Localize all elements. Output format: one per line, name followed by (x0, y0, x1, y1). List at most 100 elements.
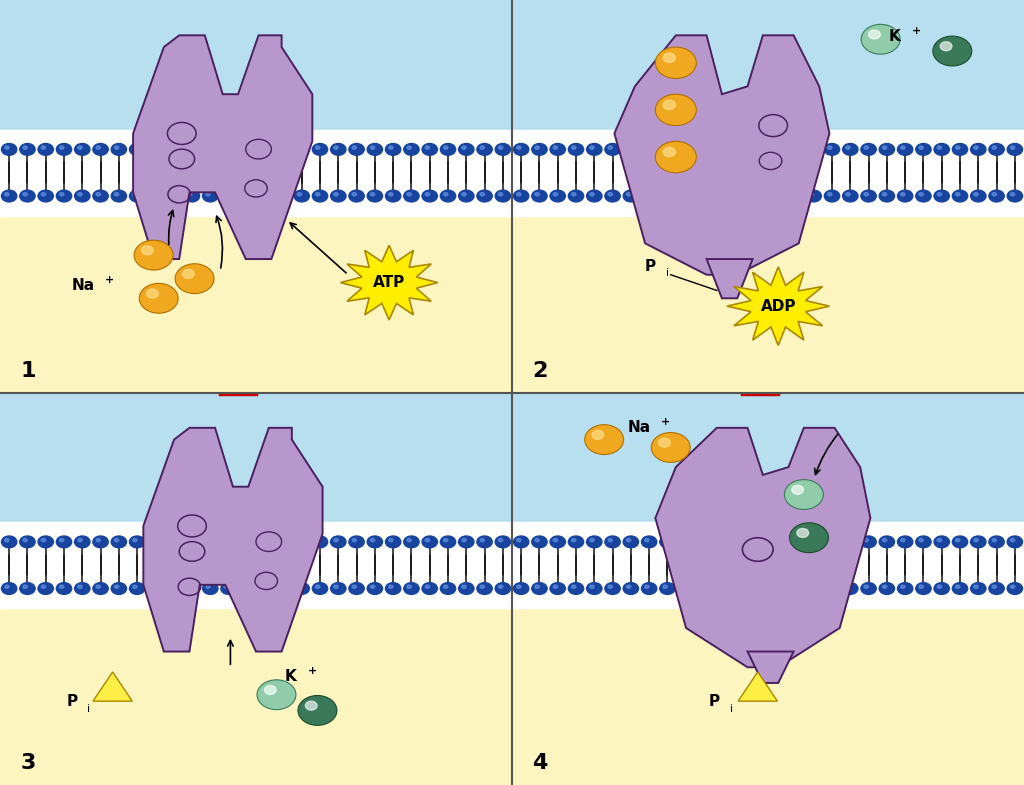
Circle shape (1008, 190, 1023, 202)
Circle shape (133, 192, 137, 196)
Text: ATP: ATP (373, 275, 406, 290)
Circle shape (659, 582, 675, 594)
Circle shape (334, 539, 338, 542)
Circle shape (791, 585, 796, 589)
Circle shape (940, 42, 952, 51)
Circle shape (389, 585, 393, 589)
Circle shape (1011, 146, 1015, 149)
Circle shape (41, 539, 45, 542)
Circle shape (403, 144, 419, 155)
Bar (0, 173, 512, 392)
Circle shape (38, 144, 53, 155)
Circle shape (96, 585, 100, 589)
Circle shape (38, 536, 53, 548)
Circle shape (443, 585, 447, 589)
Circle shape (169, 585, 173, 589)
Circle shape (880, 536, 895, 548)
Circle shape (624, 582, 639, 594)
Circle shape (133, 585, 137, 589)
Circle shape (407, 192, 412, 196)
Circle shape (752, 144, 767, 155)
Polygon shape (738, 672, 777, 701)
Circle shape (477, 536, 493, 548)
Circle shape (663, 146, 668, 149)
Circle shape (243, 585, 247, 589)
Circle shape (1011, 192, 1015, 196)
Circle shape (75, 144, 90, 155)
Circle shape (151, 146, 156, 149)
Circle shape (1008, 582, 1023, 594)
Circle shape (571, 146, 575, 149)
Text: ADP: ADP (761, 298, 796, 314)
Circle shape (955, 146, 959, 149)
Circle shape (971, 582, 986, 594)
Circle shape (166, 144, 181, 155)
Circle shape (368, 190, 383, 202)
Circle shape (1011, 539, 1015, 542)
Bar (512, 565, 1024, 785)
Circle shape (773, 539, 777, 542)
Circle shape (385, 144, 400, 155)
Circle shape (627, 585, 631, 589)
Circle shape (608, 192, 612, 196)
Circle shape (773, 585, 777, 589)
Circle shape (864, 192, 868, 196)
Circle shape (496, 582, 511, 594)
Circle shape (919, 146, 924, 149)
Circle shape (275, 144, 291, 155)
Circle shape (901, 539, 905, 542)
Circle shape (752, 190, 767, 202)
Circle shape (315, 146, 319, 149)
Circle shape (974, 539, 978, 542)
Polygon shape (727, 267, 829, 345)
Circle shape (187, 192, 191, 196)
Circle shape (651, 433, 690, 462)
Circle shape (846, 146, 850, 149)
Circle shape (279, 146, 284, 149)
Circle shape (187, 539, 191, 542)
Circle shape (240, 582, 255, 594)
Circle shape (75, 190, 90, 202)
Circle shape (736, 146, 740, 149)
Circle shape (736, 192, 740, 196)
Circle shape (624, 190, 639, 202)
Circle shape (182, 269, 195, 279)
Circle shape (78, 585, 82, 589)
Circle shape (989, 582, 1005, 594)
Circle shape (477, 582, 493, 594)
Circle shape (699, 192, 703, 196)
Circle shape (275, 190, 291, 202)
Circle shape (627, 539, 631, 542)
Circle shape (147, 536, 163, 548)
Circle shape (824, 536, 840, 548)
Circle shape (718, 192, 722, 196)
Circle shape (880, 144, 895, 155)
Circle shape (933, 36, 972, 66)
Circle shape (769, 190, 784, 202)
Circle shape (422, 536, 437, 548)
Circle shape (1, 582, 16, 594)
Circle shape (112, 536, 127, 548)
Circle shape (56, 190, 72, 202)
Circle shape (352, 146, 356, 149)
Circle shape (678, 582, 693, 594)
Circle shape (133, 539, 137, 542)
Circle shape (59, 146, 63, 149)
Circle shape (129, 144, 144, 155)
Circle shape (112, 144, 127, 155)
Circle shape (407, 146, 412, 149)
Circle shape (315, 539, 319, 542)
Circle shape (971, 536, 986, 548)
Circle shape (147, 190, 163, 202)
Circle shape (699, 585, 703, 589)
Circle shape (663, 585, 668, 589)
Circle shape (550, 536, 565, 548)
Circle shape (23, 585, 28, 589)
Circle shape (843, 144, 858, 155)
Circle shape (535, 146, 540, 149)
Circle shape (645, 539, 649, 542)
Circle shape (257, 536, 272, 548)
Circle shape (678, 144, 693, 155)
Circle shape (553, 146, 557, 149)
Circle shape (843, 536, 858, 548)
